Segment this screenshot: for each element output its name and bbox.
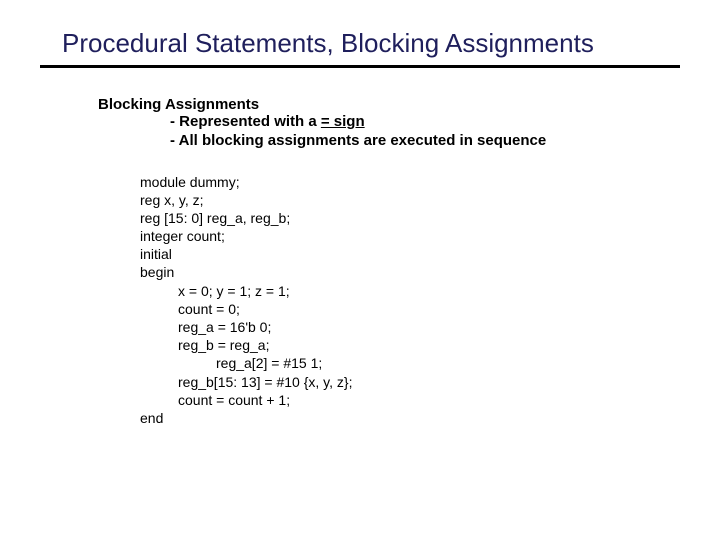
- code-line: initial: [140, 245, 720, 263]
- code-line: reg [15: 0] reg_a, reg_b;: [140, 209, 720, 227]
- code-line: integer count;: [140, 227, 720, 245]
- subheading: Blocking Assignments: [98, 96, 720, 113]
- code-line: count = count + 1;: [140, 391, 720, 409]
- bullet-1-eq: = sign: [321, 113, 365, 130]
- code-line: begin: [140, 263, 720, 281]
- code-line: reg x, y, z;: [140, 191, 720, 209]
- code-line: count = 0;: [140, 300, 720, 318]
- code-line: reg_a = 16'b 0;: [140, 318, 720, 336]
- code-line: end: [140, 409, 720, 427]
- slide-title: Procedural Statements, Blocking Assignme…: [0, 28, 720, 65]
- code-line: x = 0; y = 1; z = 1;: [140, 282, 720, 300]
- slide: Procedural Statements, Blocking Assignme…: [0, 0, 720, 540]
- bullet-2: - All blocking assignments are executed …: [98, 132, 720, 151]
- code-line: reg_b[15: 13] = #10 {x, y, z};: [140, 373, 720, 391]
- code-line: reg_a[2] = #15 1;: [140, 354, 720, 372]
- bullet-1-prefix: - Represented with a: [170, 113, 321, 130]
- bullet-1: - Represented with a = sign: [98, 113, 720, 132]
- code-line: reg_b = reg_a;: [140, 336, 720, 354]
- code-block: module dummy; reg x, y, z; reg [15: 0] r…: [98, 151, 720, 428]
- content-area: Blocking Assignments - Represented with …: [0, 68, 720, 427]
- code-line: module dummy;: [140, 173, 720, 191]
